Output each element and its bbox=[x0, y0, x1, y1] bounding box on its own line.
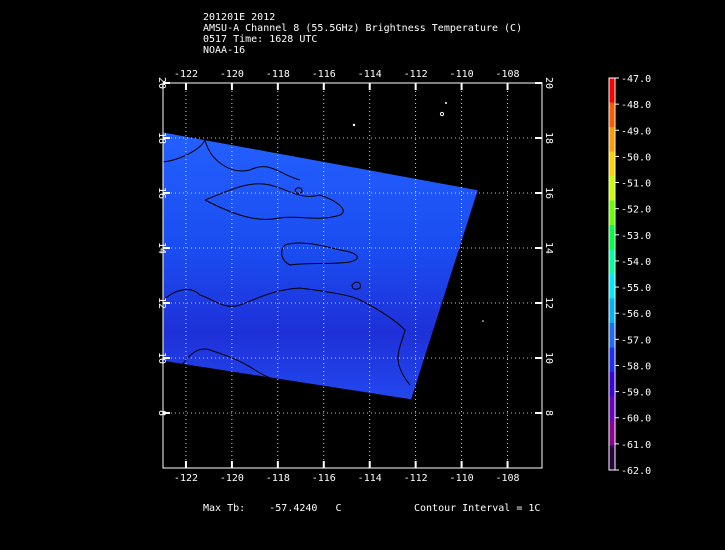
island-dot bbox=[445, 102, 447, 104]
lat-label-left: 18 bbox=[156, 132, 167, 144]
lat-label-left: 10 bbox=[156, 352, 167, 364]
lat-label-left: 14 bbox=[156, 242, 167, 254]
contour-line bbox=[294, 187, 303, 194]
colorbar-label: -60.0 bbox=[621, 414, 651, 425]
lat-label-right: 10 bbox=[543, 352, 554, 364]
contour-interval: Contour Interval = 1C bbox=[414, 503, 541, 514]
date-line: 201201E 2012 bbox=[203, 12, 276, 23]
lon-label-top: -120 bbox=[220, 69, 244, 80]
colorbar-segment bbox=[609, 78, 615, 103]
contour-line bbox=[174, 348, 311, 393]
plot-header: 201201E 2012 AMSU-A Channel 8 (55.5GHz) … bbox=[203, 12, 522, 56]
axis-ticks bbox=[163, 82, 542, 468]
contour-line bbox=[204, 183, 344, 220]
lat-label-right: 20 bbox=[543, 77, 554, 89]
lon-label-bottom: -116 bbox=[312, 473, 336, 484]
colorbar-label: -61.0 bbox=[621, 440, 651, 451]
lon-label-bottom: -114 bbox=[358, 473, 382, 484]
lon-label-top: -110 bbox=[450, 69, 474, 80]
lat-label-right: 8 bbox=[543, 410, 554, 416]
lon-label-bottom: -122 bbox=[174, 473, 198, 484]
colorbar-label: -49.0 bbox=[621, 126, 651, 137]
lon-label-bottom: -110 bbox=[450, 473, 474, 484]
lat-label-right: 18 bbox=[543, 132, 554, 144]
colorbar-label: -58.0 bbox=[621, 361, 651, 372]
max-tb-unit: C bbox=[335, 503, 342, 514]
colorbar-segment bbox=[609, 249, 615, 275]
lon-label-top: -112 bbox=[404, 69, 428, 80]
colorbar-segment bbox=[609, 176, 615, 201]
colorbar-segment bbox=[609, 347, 615, 373]
colorbar-segment bbox=[609, 421, 615, 446]
colorbar-segment bbox=[609, 225, 615, 250]
lat-label-right: 12 bbox=[543, 297, 554, 309]
colorbar-label: -62.0 bbox=[621, 466, 651, 477]
lon-label-bottom: -118 bbox=[266, 473, 290, 484]
lat-label-left: 8 bbox=[156, 410, 167, 416]
contour-line bbox=[163, 287, 411, 386]
lon-label-bottom: -108 bbox=[495, 473, 519, 484]
colorbar-label: -57.0 bbox=[621, 335, 651, 346]
colorbar-segment bbox=[609, 372, 615, 397]
colorbar-segment bbox=[609, 102, 615, 128]
max-tb-readout: Max Tb: -57.4240 C bbox=[203, 503, 342, 514]
colorbar-segment bbox=[609, 323, 615, 348]
lon-label-top: -114 bbox=[358, 69, 382, 80]
time-line: 0517 Time: 1628 UTC bbox=[203, 34, 318, 45]
product-title: AMSU-A Channel 8 (55.5GHz) Brightness Te… bbox=[203, 23, 523, 34]
satellite-swath bbox=[163, 132, 478, 400]
lat-label-right: 14 bbox=[543, 242, 554, 254]
colorbar-segment bbox=[609, 396, 615, 422]
lat-label-right: 16 bbox=[543, 187, 554, 199]
plot-frame bbox=[162, 82, 543, 469]
island-dot bbox=[352, 123, 356, 127]
contour-line bbox=[163, 138, 301, 181]
colorbar-segment bbox=[609, 274, 615, 299]
lon-label-bottom: -112 bbox=[404, 473, 428, 484]
max-tb-value: -57.4240 bbox=[269, 503, 318, 514]
lon-label-top: -116 bbox=[312, 69, 336, 80]
colorbar-segment bbox=[609, 200, 615, 226]
colorbar-segment bbox=[609, 298, 615, 324]
contour-line bbox=[351, 281, 361, 290]
max-tb-label: Max Tb: bbox=[203, 503, 246, 514]
colorbar-segment bbox=[609, 445, 615, 471]
colorbar: -47.0 -48.0 -49.0 -50.0 -51.0 -52.0 -53.0 -54.0… bbox=[608, 74, 651, 477]
contour-line bbox=[281, 242, 358, 266]
colorbar-label: -53.0 bbox=[621, 231, 651, 242]
colorbar-segment bbox=[609, 151, 615, 177]
lat-label-left: 12 bbox=[156, 297, 167, 309]
lon-label-top: -108 bbox=[495, 69, 519, 80]
lon-label-top: -122 bbox=[174, 69, 198, 80]
lon-label-bottom: -120 bbox=[220, 473, 244, 484]
temperature-contours bbox=[163, 138, 411, 393]
colorbar-label: -55.0 bbox=[621, 283, 651, 294]
island-dot bbox=[482, 320, 484, 322]
colorbar-label: -47.0 bbox=[621, 74, 651, 85]
colorbar-segment bbox=[609, 127, 615, 152]
colorbar-label: -54.0 bbox=[621, 257, 651, 268]
colorbar-label: -59.0 bbox=[621, 388, 651, 399]
colorbar-frame bbox=[608, 77, 616, 471]
colorbar-label: -48.0 bbox=[621, 100, 651, 111]
colorbar-label: -51.0 bbox=[621, 179, 651, 190]
satellite-name: NOAA-16 bbox=[203, 45, 246, 56]
colorbar-label: -52.0 bbox=[621, 205, 651, 216]
colorbar-label: -56.0 bbox=[621, 309, 651, 320]
lon-label-top: -118 bbox=[266, 69, 290, 80]
colorbar-label: -50.0 bbox=[621, 152, 651, 163]
lat-label-left: 20 bbox=[156, 77, 167, 89]
island-dot bbox=[439, 111, 445, 117]
lat-lon-grid bbox=[163, 82, 542, 468]
lat-label-left: 16 bbox=[156, 187, 167, 199]
